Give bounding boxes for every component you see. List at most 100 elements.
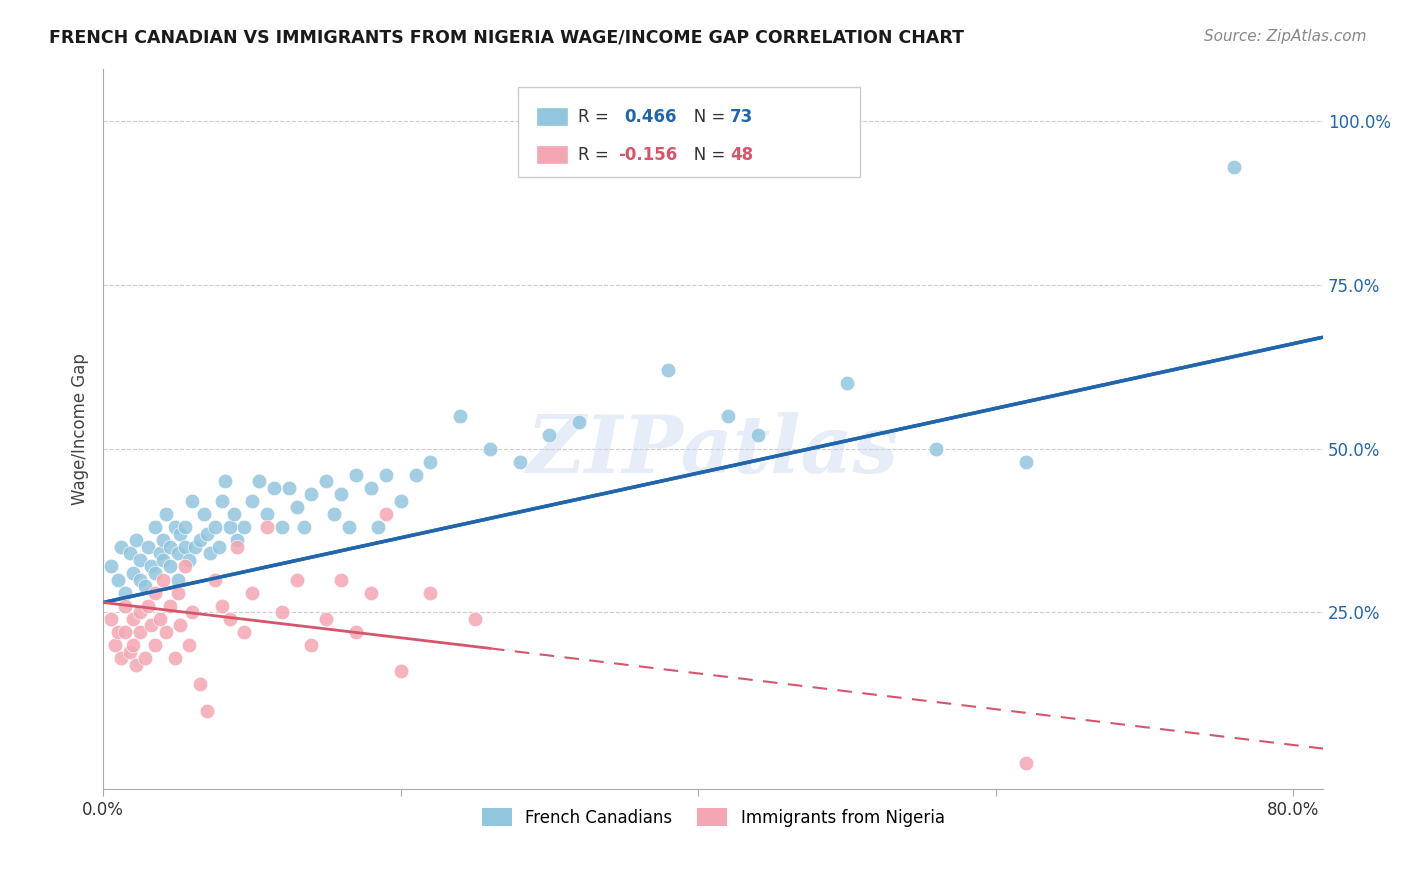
Point [925, 442, 948, 456]
Point [1223, 160, 1246, 174]
Point [139, 618, 162, 632]
Point [240, 585, 263, 599]
Point [1014, 756, 1036, 770]
Point [330, 487, 353, 501]
Point [195, 526, 218, 541]
Point [322, 507, 344, 521]
Point [188, 533, 211, 548]
Point [118, 546, 141, 560]
Point [114, 585, 136, 599]
Text: FRENCH CANADIAN VS IMMIGRANTS FROM NIGERIA WAGE/INCOME GAP CORRELATION CHART: FRENCH CANADIAN VS IMMIGRANTS FROM NIGER… [49, 29, 965, 46]
Point [136, 599, 159, 613]
Point [285, 500, 308, 515]
Point [222, 507, 245, 521]
Text: 73: 73 [730, 108, 754, 126]
Text: N =: N = [678, 145, 730, 164]
Point [152, 553, 174, 567]
Point [125, 533, 148, 548]
Point [195, 704, 218, 718]
FancyBboxPatch shape [537, 108, 567, 125]
Point [174, 559, 197, 574]
Point [114, 599, 136, 613]
Point [143, 638, 166, 652]
Point [174, 520, 197, 534]
Point [143, 566, 166, 580]
Point [835, 376, 858, 390]
Point [315, 612, 337, 626]
Point [118, 645, 141, 659]
Point [166, 573, 188, 587]
Point [211, 494, 233, 508]
Point [143, 520, 166, 534]
Point [285, 573, 308, 587]
Point [149, 546, 172, 560]
Point [174, 540, 197, 554]
Point [155, 507, 177, 521]
FancyBboxPatch shape [537, 146, 567, 163]
Point [110, 651, 132, 665]
Text: Source: ZipAtlas.com: Source: ZipAtlas.com [1204, 29, 1367, 44]
Point [163, 520, 186, 534]
Point [169, 618, 191, 632]
Point [181, 494, 204, 508]
Point [107, 624, 129, 639]
Point [233, 624, 256, 639]
Text: 48: 48 [730, 145, 754, 164]
Point [464, 612, 486, 626]
Text: -0.156: -0.156 [619, 145, 678, 164]
Point [367, 520, 389, 534]
Point [263, 481, 285, 495]
Point [315, 475, 337, 489]
Point [100, 612, 122, 626]
Point [129, 605, 152, 619]
FancyBboxPatch shape [517, 87, 859, 177]
Point [188, 677, 211, 691]
Point [405, 467, 427, 482]
Point [125, 657, 148, 672]
Point [159, 599, 181, 613]
Text: R =: R = [578, 108, 619, 126]
Legend: French Canadians, Immigrants from Nigeria: French Canadians, Immigrants from Nigeri… [474, 800, 953, 835]
Point [159, 559, 181, 574]
Point [389, 494, 412, 508]
Point [155, 624, 177, 639]
Text: R =: R = [578, 145, 613, 164]
Point [419, 585, 441, 599]
Point [149, 612, 172, 626]
Point [134, 579, 156, 593]
Point [1014, 455, 1036, 469]
Point [747, 428, 769, 442]
Point [100, 559, 122, 574]
Point [226, 540, 249, 554]
Point [104, 638, 127, 652]
Point [134, 651, 156, 665]
Point [299, 638, 322, 652]
Text: N =: N = [678, 108, 730, 126]
Point [136, 540, 159, 554]
Point [204, 573, 226, 587]
Point [139, 559, 162, 574]
Point [337, 520, 360, 534]
Point [344, 467, 367, 482]
Point [159, 540, 181, 554]
Point [152, 573, 174, 587]
Point [240, 494, 263, 508]
Point [419, 455, 441, 469]
Text: ZIPatlas: ZIPatlas [527, 412, 900, 489]
Point [204, 520, 226, 534]
Point [169, 526, 191, 541]
Y-axis label: Wage/Income Gap: Wage/Income Gap [72, 353, 89, 505]
Point [163, 651, 186, 665]
Point [184, 540, 207, 554]
Point [538, 428, 561, 442]
Point [270, 520, 292, 534]
Point [114, 624, 136, 639]
Point [256, 507, 278, 521]
Point [478, 442, 501, 456]
Point [166, 546, 188, 560]
Point [344, 624, 367, 639]
Point [129, 573, 152, 587]
Point [360, 481, 382, 495]
Point [129, 624, 152, 639]
Point [568, 415, 591, 429]
